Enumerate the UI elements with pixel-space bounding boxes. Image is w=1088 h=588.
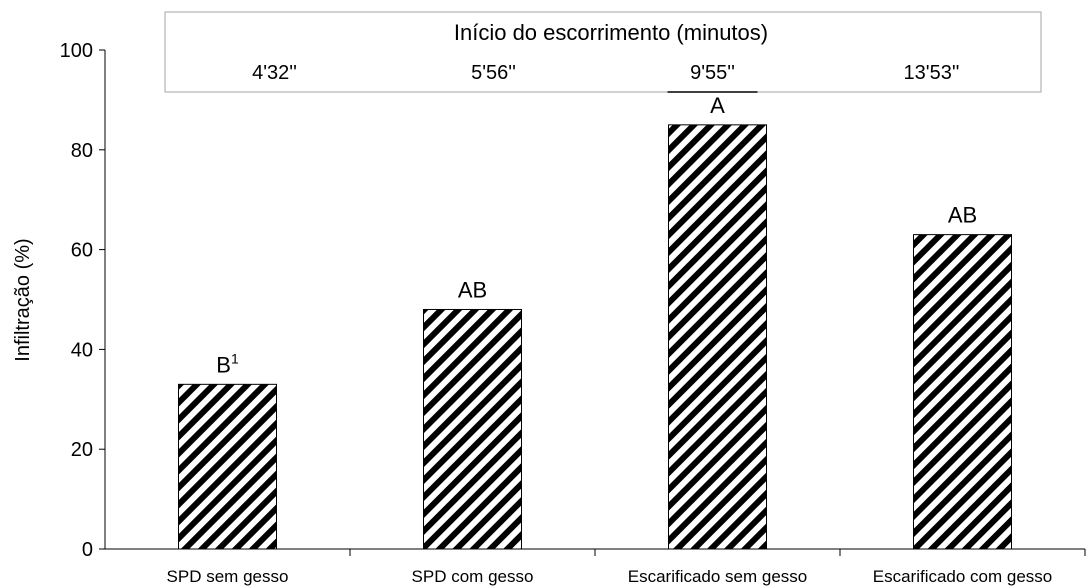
runoff-header: Início do escorrimento (minutos) 4'32'' 5…	[164, 11, 1042, 93]
runoff-start-value: 9'55''	[690, 62, 735, 84]
bars: B1 AB A AB	[178, 93, 1012, 550]
y-axis-label: Infiltração (%)	[12, 238, 34, 361]
x-tick-label: Escarificado sem gesso	[628, 567, 808, 586]
bar	[178, 383, 277, 550]
bar	[423, 308, 522, 550]
runoff-start-value: 4'32''	[252, 62, 297, 84]
x-tick-label: Escarificado com gesso	[873, 567, 1053, 586]
x-axis: SPD sem gesso SPD com gesso Escarificado s…	[105, 548, 1086, 586]
bar-letter-label: AB	[458, 277, 487, 302]
runoff-header-title: Início do escorrimento (minutos)	[454, 20, 768, 45]
bar	[668, 124, 767, 550]
bar-letter-label: B1	[216, 350, 239, 377]
y-tick-label: 40	[71, 339, 93, 361]
runoff-header-box	[164, 11, 1042, 93]
y-tick-label: 80	[71, 140, 93, 162]
bar-letter-label: A	[710, 93, 725, 118]
y-axis: 0 20 40 60 80 100 Infiltração (%)	[12, 40, 106, 561]
x-tick-label: SPD com gesso	[412, 567, 534, 586]
runoff-start-value: 13'53''	[904, 62, 960, 84]
footnote-marker: 1	[231, 350, 239, 366]
y-tick-label: 100	[60, 40, 93, 62]
y-tick-label: 20	[71, 439, 93, 461]
bar	[913, 234, 1012, 550]
y-tick-label: 60	[71, 240, 93, 262]
bar-letter-label: AB	[948, 203, 977, 228]
y-tick-label: 0	[82, 539, 93, 561]
runoff-start-value: 5'56''	[471, 62, 516, 84]
x-tick-label: SPD sem gesso	[167, 567, 289, 586]
